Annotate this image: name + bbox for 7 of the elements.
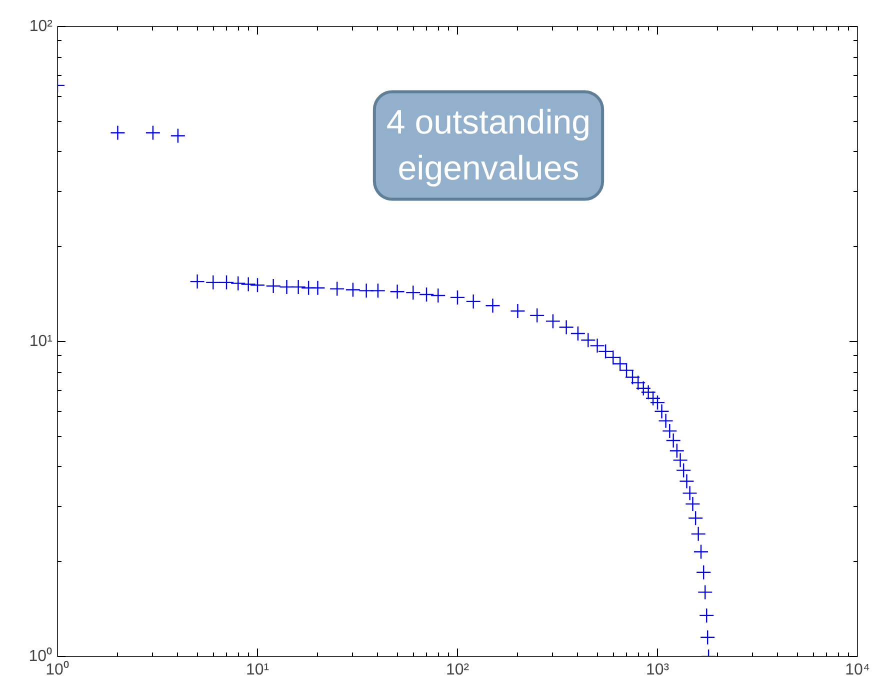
x-tick-label: 10³ xyxy=(646,662,670,678)
y-tick-label: 10¹ xyxy=(29,333,52,350)
x-tick-label: 10¹ xyxy=(246,662,270,678)
annotation: 4 outstanding eigenvalues xyxy=(386,104,591,188)
x-tick-label: 10⁴ xyxy=(845,662,870,678)
x-tick-label: 10² xyxy=(446,662,470,678)
y-tick-label: 10² xyxy=(29,18,54,35)
